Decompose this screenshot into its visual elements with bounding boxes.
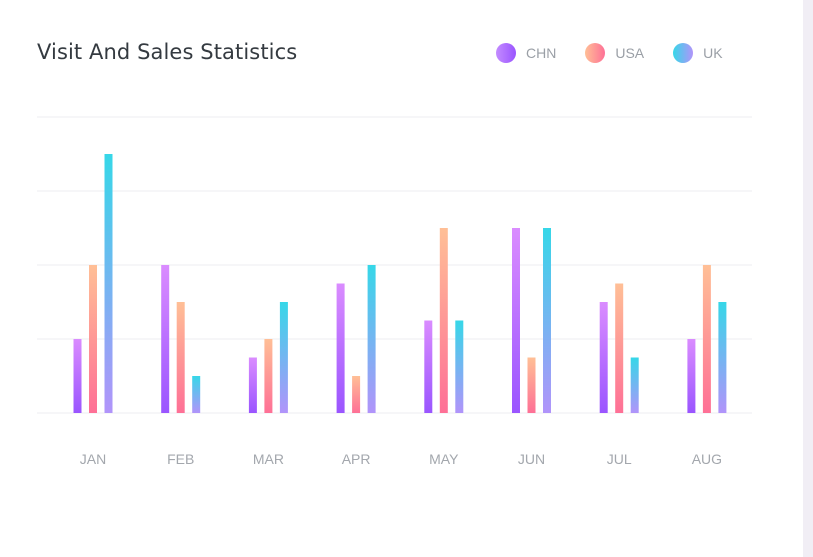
x-tick-label-jul: JUL xyxy=(607,451,632,467)
legend-item-usa[interactable]: USA xyxy=(585,43,644,63)
bar-chn-apr[interactable] xyxy=(336,283,345,414)
bar-chn-jun[interactable] xyxy=(512,228,520,413)
bar-uk-apr[interactable] xyxy=(367,265,376,413)
legend-item-uk[interactable]: UK xyxy=(673,43,723,63)
x-tick-label-mar: MAR xyxy=(253,451,284,467)
bar-uk-feb[interactable] xyxy=(192,376,201,413)
bar-chn-jul[interactable] xyxy=(599,302,608,413)
bar-uk-jul[interactable] xyxy=(630,357,639,414)
chart-legend: CHN USA UK xyxy=(496,42,723,64)
x-tick-label-may: MAY xyxy=(429,451,459,467)
x-tick-label-aug: AUG xyxy=(692,451,722,467)
legend-label-usa: USA xyxy=(615,45,645,61)
page-scrollbar-track[interactable] xyxy=(803,0,813,557)
bar-usa-apr[interactable] xyxy=(352,376,361,413)
legend-item-chn[interactable]: CHN xyxy=(496,43,556,63)
legend-label-uk: UK xyxy=(703,45,723,61)
bar-usa-jul[interactable] xyxy=(615,283,624,414)
bar-usa-jun[interactable] xyxy=(527,357,536,414)
bar-usa-mar[interactable] xyxy=(264,339,273,413)
legend-dot-usa-icon xyxy=(585,43,606,63)
chart-title: Visit And Sales Statistics xyxy=(37,40,298,64)
bar-chn-may[interactable] xyxy=(424,320,433,414)
bar-chn-mar[interactable] xyxy=(248,357,257,414)
bar-usa-feb[interactable] xyxy=(176,302,185,413)
bar-uk-jun[interactable] xyxy=(543,228,551,413)
x-tick-label-apr: APR xyxy=(342,451,371,467)
bar-chn-feb[interactable] xyxy=(161,265,170,413)
bars xyxy=(73,154,727,414)
legend-dot-chn-icon xyxy=(496,43,516,63)
x-axis-labels: JAN FEB MAR APR MAY JUN JUL AUG xyxy=(80,451,722,467)
bar-uk-may[interactable] xyxy=(455,320,464,414)
bar-uk-mar[interactable] xyxy=(279,302,288,413)
x-tick-label-jun: JUN xyxy=(518,451,545,467)
legend-dot-uk-icon xyxy=(673,43,694,63)
bar-uk-jan[interactable] xyxy=(104,154,113,413)
legend-label-chn: CHN xyxy=(526,45,557,61)
x-tick-label-jan: JAN xyxy=(80,451,106,467)
bar-usa-aug[interactable] xyxy=(702,265,711,413)
bar-chn-jan[interactable] xyxy=(73,339,82,413)
bar-chn-aug[interactable] xyxy=(687,339,696,413)
bar-usa-may[interactable] xyxy=(439,228,448,413)
x-tick-label-feb: FEB xyxy=(167,451,194,467)
bar-uk-aug[interactable] xyxy=(718,302,727,413)
gridlines xyxy=(37,116,752,414)
bar-usa-jan[interactable] xyxy=(89,265,97,413)
